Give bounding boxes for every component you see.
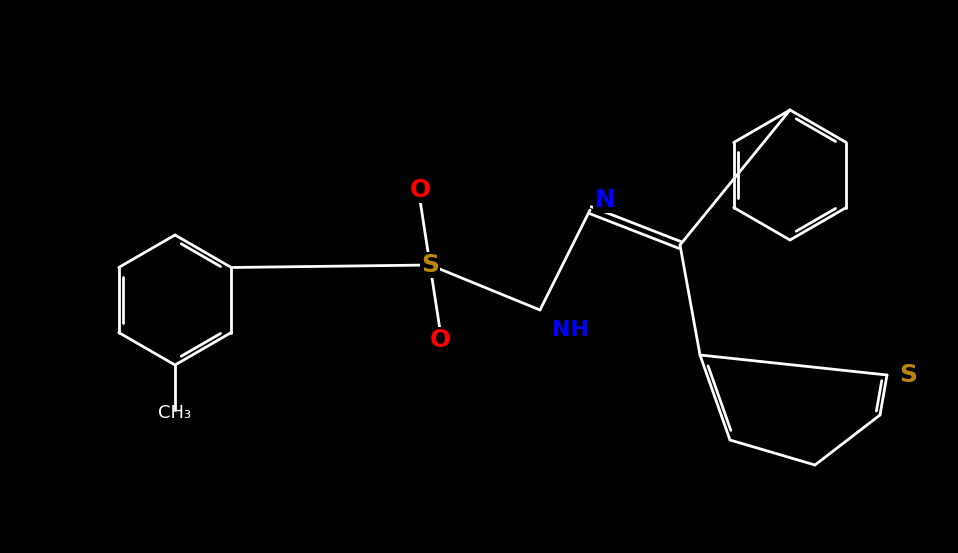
Text: S: S <box>899 363 917 387</box>
Text: CH₃: CH₃ <box>158 404 192 422</box>
Text: S: S <box>421 253 439 277</box>
Text: O: O <box>429 328 450 352</box>
Text: N: N <box>595 188 615 212</box>
Text: NH: NH <box>552 320 589 340</box>
Text: O: O <box>409 178 431 202</box>
